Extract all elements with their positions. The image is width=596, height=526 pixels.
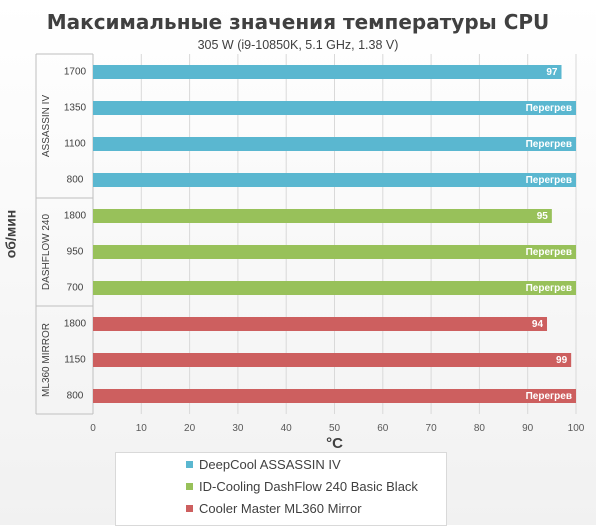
data-label: Перегрев — [526, 391, 572, 402]
bar — [93, 65, 562, 79]
category-label: 1150 — [64, 355, 86, 366]
y-axis-title: об/мин — [3, 210, 19, 259]
data-label: Перегрев — [526, 139, 572, 150]
category-label: 1350 — [64, 103, 87, 114]
bar — [93, 137, 576, 151]
x-tick-label: 10 — [136, 423, 148, 434]
legend: DeepCool ASSASSIN IV ID-Cooling DashFlow … — [115, 452, 447, 526]
data-label: Перегрев — [526, 283, 572, 294]
category-label: 950 — [67, 247, 84, 258]
x-tick-label: 80 — [474, 423, 486, 434]
data-label: 99 — [556, 355, 568, 366]
group-label: ASSASSIN IV — [41, 95, 52, 158]
legend-label: DeepCool ASSASSIN IV — [199, 456, 341, 472]
data-label: 95 — [537, 211, 549, 222]
bar — [93, 209, 552, 223]
category-label: 700 — [67, 283, 84, 294]
data-label: Перегрев — [526, 175, 572, 186]
x-tick-label: 0 — [90, 423, 96, 434]
legend-item: DeepCool ASSASSIN IV — [116, 453, 446, 475]
x-tick-label: 90 — [522, 423, 534, 434]
legend-swatch — [186, 504, 193, 512]
data-label: 94 — [532, 319, 544, 330]
x-tick-label: 30 — [232, 423, 244, 434]
x-tick-label: 100 — [568, 423, 585, 434]
category-label: 1800 — [64, 319, 87, 330]
legend-item: Cooler Master ML360 Mirror — [116, 497, 446, 519]
x-tick-label: 20 — [184, 423, 196, 434]
legend-swatch — [186, 482, 193, 490]
chart-title: Максимальные значения температуры CPU — [46, 10, 550, 34]
x-tick-label: 40 — [281, 423, 293, 434]
data-label: Перегрев — [526, 247, 572, 258]
category-label: 800 — [67, 391, 84, 402]
category-label: 1800 — [64, 211, 87, 222]
bar — [93, 389, 576, 403]
legend-label: ID-Cooling DashFlow 240 Basic Black — [199, 478, 418, 494]
bar — [93, 245, 576, 259]
x-tick-label: 50 — [329, 423, 341, 434]
legend-swatch — [186, 460, 193, 468]
bar — [93, 317, 548, 331]
x-axis-title: °C — [326, 435, 343, 452]
legend-label: Cooler Master ML360 Mirror — [199, 500, 362, 516]
x-tick-label: 70 — [426, 423, 438, 434]
bar — [93, 353, 572, 367]
category-label: 800 — [67, 175, 84, 186]
group-label: ML360 MIRROR — [41, 323, 52, 397]
legend-item: ID-Cooling DashFlow 240 Basic Black — [116, 475, 446, 497]
group-label: DASHFLOW 240 — [41, 213, 52, 290]
bar — [93, 173, 576, 187]
data-label: Перегрев — [526, 103, 572, 114]
chart-subtitle: 305 W (i9-10850K, 5.1 GHz, 1.38 V) — [197, 38, 399, 52]
bar — [93, 281, 576, 295]
category-label: 1100 — [64, 139, 86, 150]
x-tick-label: 60 — [377, 423, 389, 434]
category-label: 1700 — [64, 67, 87, 78]
data-label: 97 — [546, 67, 558, 78]
bar — [93, 101, 576, 115]
